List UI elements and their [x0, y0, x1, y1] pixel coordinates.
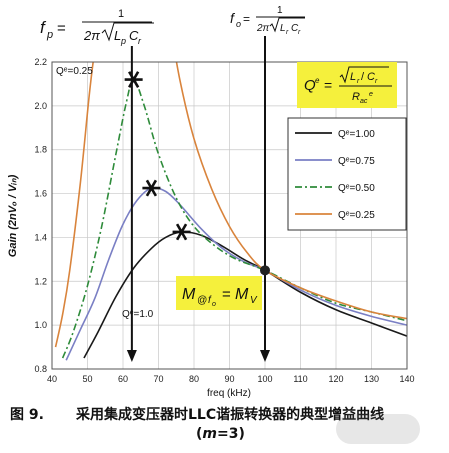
figure-caption: 图 9. 采用集成变压器时LLC谐振转换器的典型增益曲线 (m=3) [0, 400, 449, 453]
y-tick-label: 0.8 [34, 364, 47, 374]
y-tick-label: 1.6 [34, 189, 47, 199]
watermark [336, 414, 420, 444]
svg-text:M: M [235, 286, 249, 303]
x-tick-label: 60 [118, 374, 128, 384]
svg-text:e: e [369, 91, 373, 98]
svg-text:r: r [298, 29, 301, 36]
y-tick-label: 1.4 [34, 232, 47, 242]
caption-param: (m=3) [196, 426, 245, 442]
svg-text:e: e [315, 76, 320, 85]
y-tick-label: 1.2 [34, 276, 47, 286]
x-axis-label: freq (kHz) [207, 388, 251, 399]
legend-label: Qᵉ=0.50 [338, 183, 375, 194]
plot-frame [51, 61, 408, 370]
svg-text:p: p [120, 36, 126, 46]
frequency-markers [126, 36, 270, 362]
svg-text:=: = [243, 12, 250, 26]
x-tick-label: 100 [257, 374, 272, 384]
svg-text:2π: 2π [256, 23, 270, 34]
x-tick-label: 70 [153, 374, 163, 384]
intersection-point [260, 265, 270, 276]
peak-asterisk [172, 223, 191, 241]
fo-formula: f o = 1 2π L r C r [230, 5, 305, 36]
svg-text:L: L [114, 28, 121, 43]
svg-text:o: o [212, 301, 216, 308]
svg-text:C: C [129, 28, 139, 43]
svg-text:C: C [367, 71, 375, 83]
caption-param-suffix: =3) [217, 426, 245, 442]
peak-asterisk [124, 71, 143, 88]
svg-text:R: R [352, 91, 360, 103]
peak-markers [124, 71, 191, 241]
svg-text:1: 1 [118, 8, 124, 20]
svg-text:@: @ [197, 295, 207, 306]
svg-text:2π: 2π [83, 28, 100, 43]
x-tick-label: 120 [328, 374, 343, 384]
legend-label: Qᵉ=1.00 [338, 129, 375, 140]
series-line-3 [54, 62, 94, 348]
m-formula-box: M @ f o = M V [176, 276, 262, 310]
svg-text:=: = [324, 77, 332, 93]
svg-text:V: V [250, 295, 258, 306]
legend-label: Qᵉ=0.75 [338, 156, 375, 167]
svg-text:ac: ac [360, 98, 368, 105]
svg-text:C: C [291, 23, 299, 34]
caption-param-m: m [202, 426, 217, 442]
peak-asterisk [142, 179, 161, 197]
svg-text:f: f [230, 10, 236, 26]
x-tick-label: 140 [399, 374, 414, 384]
x-tick-label: 50 [82, 374, 92, 384]
axis-ticks: 40 50 60 70 80 90 100 110 120 130 140 0.8 1.0 1.2 1.4 1… [34, 57, 414, 384]
svg-text:f: f [208, 295, 212, 306]
svg-text:Q: Q [304, 77, 316, 94]
x-tick-label: 110 [293, 374, 307, 384]
svg-text:r: r [375, 78, 378, 85]
caption-number: 图 9. [10, 407, 44, 423]
x-tick-label: 40 [47, 374, 57, 384]
legend: Qᵉ=1.00 Qᵉ=0.75 Qᵉ=0.50 Qᵉ=0.25 [287, 117, 407, 231]
legend-label: Qᵉ=0.25 [338, 210, 375, 221]
caption-title: 采用集成变压器时LLC谐振转换器的典型增益曲线 [76, 407, 385, 423]
svg-text:o: o [236, 19, 241, 29]
gain-chart: 40 50 60 70 80 90 100 110 120 130 140 0.8 1.0 1.2 1.4 1… [7, 5, 415, 399]
x-tick-label: 80 [189, 374, 199, 384]
x-tick-label: 90 [224, 374, 234, 384]
svg-text:L: L [280, 23, 286, 34]
svg-text:f: f [40, 18, 47, 37]
svg-text:p: p [46, 29, 53, 41]
marker-arrow [126, 350, 137, 362]
svg-text:r: r [357, 78, 360, 85]
svg-text:=: = [57, 20, 66, 37]
annotation-qe-10: Qᵉ=1.0 [122, 309, 154, 320]
series-line-3-right [175, 62, 407, 320]
qe-formula-box: Q e = L r / C r R ac e [297, 62, 397, 108]
marker-arrow [260, 350, 270, 362]
svg-text:M: M [182, 286, 196, 303]
svg-text:/: / [361, 71, 365, 83]
svg-text:r: r [138, 36, 142, 46]
svg-text:1: 1 [277, 5, 283, 16]
svg-text:L: L [350, 71, 356, 83]
fp-formula: f p = 1 2π L p C r [40, 8, 154, 46]
svg-text:=: = [222, 286, 231, 303]
series-line-0 [83, 231, 407, 359]
x-tick-label: 130 [364, 374, 379, 384]
svg-text:r: r [286, 29, 289, 36]
series-lines [54, 62, 407, 361]
y-tick-label: 1.0 [34, 320, 47, 330]
y-tick-label: 1.8 [34, 145, 47, 155]
y-axis-label: Gain (2nVₒ / Vᵢₙ) [7, 174, 19, 257]
caption-param-prefix: ( [196, 426, 203, 442]
y-tick-label: 2.2 [34, 57, 47, 67]
y-tick-label: 2.0 [34, 101, 47, 111]
annotation-qe-025: Qᵉ=0.25 [56, 66, 93, 77]
